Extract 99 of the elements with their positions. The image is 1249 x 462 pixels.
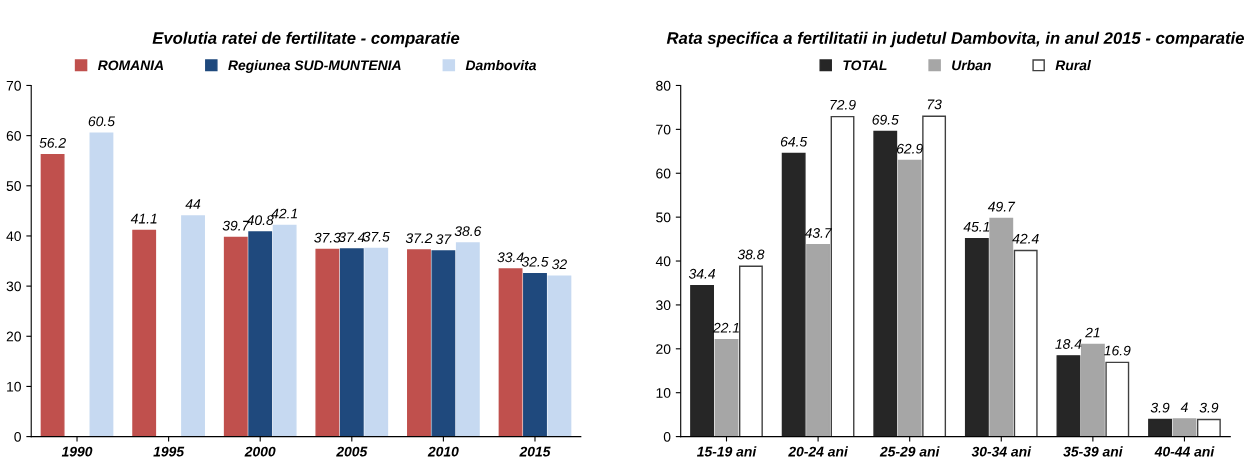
bar [830, 115, 855, 437]
data-label: 37.3 [314, 232, 341, 243]
bar [407, 249, 431, 437]
legend-label: Urban [952, 60, 991, 71]
data-label: 72.9 [830, 99, 856, 110]
bar [781, 152, 806, 437]
bar [455, 242, 480, 437]
bar [690, 284, 715, 437]
bar [1013, 249, 1038, 437]
bar [989, 217, 1014, 437]
y-tick-label: 40 [655, 256, 671, 267]
legend-label: TOTAL [843, 60, 887, 71]
bar [364, 247, 389, 437]
y-tick-label: 50 [656, 212, 671, 223]
bar [315, 248, 340, 437]
bar [714, 338, 739, 437]
bar [873, 130, 898, 437]
bar [523, 272, 547, 437]
bar [806, 244, 831, 437]
chart-title: Evolutia ratei de fertilitate - comparatie [152, 31, 460, 48]
y-tick-label: 70 [656, 124, 671, 135]
legend-label: Rural [1055, 60, 1092, 71]
bar [1172, 418, 1197, 437]
data-label: 34.4 [688, 268, 716, 279]
x-tick-label: 40-44 ani [1154, 446, 1215, 457]
x-tick-label: 35-39 ani [1063, 446, 1123, 457]
chart-title: Rata specifica a fertilitatii in judetul Dambovita, in anul 2015 - comparatie [666, 31, 1245, 48]
bar [738, 265, 763, 437]
data-label: 32.5 [521, 256, 549, 267]
data-label: 49.7 [987, 201, 1016, 212]
y-tick-label: 80 [656, 80, 671, 91]
data-label: 73 [927, 99, 942, 110]
data-label: 45.1 [963, 222, 990, 232]
bar [922, 115, 947, 437]
data-label: 3.9 [1199, 402, 1219, 413]
y-tick-label: 60 [6, 130, 21, 141]
data-label: 4 [1180, 402, 1188, 412]
data-label: 37 [436, 234, 452, 245]
legend-label: Regiunea SUD-MUNTENIA [228, 60, 401, 73]
y-tick-label: 60 [656, 168, 671, 179]
bar [1196, 418, 1221, 437]
data-label: 37.2 [405, 233, 433, 244]
data-label: 37.5 [363, 231, 390, 242]
bar [547, 275, 572, 437]
y-tick-label: 20 [656, 344, 671, 354]
data-label: 32 [552, 259, 567, 270]
x-tick-label: 1990 [61, 446, 93, 457]
y-tick-label: 10 [7, 381, 21, 392]
bar [181, 215, 205, 437]
bar [223, 236, 248, 437]
data-label: 38.8 [737, 249, 765, 260]
bar [1056, 355, 1081, 437]
bar [1148, 418, 1172, 437]
data-label: 18.4 [1055, 339, 1082, 349]
x-tick-label: 2010 [427, 446, 459, 457]
data-label: 21 [1085, 327, 1100, 338]
bar [339, 248, 364, 437]
x-tick-label: 25-29 ani [879, 446, 940, 457]
bar [248, 231, 273, 437]
x-tick-label: 2005 [336, 446, 368, 457]
y-tick-label: 10 [656, 388, 671, 398]
y-tick-label: 0 [663, 431, 671, 442]
y-tick-label: 70 [6, 80, 21, 91]
data-label: 64.5 [780, 136, 808, 147]
bar [132, 229, 157, 437]
data-label: 33.4 [497, 252, 524, 263]
data-label: 60.5 [88, 116, 115, 127]
legend-label: ROMANIA [97, 60, 164, 71]
data-label: 44 [185, 199, 201, 209]
y-tick-label: 30 [656, 300, 671, 311]
data-label: 38.6 [454, 226, 482, 237]
bar [89, 132, 114, 437]
data-label: 37.4 [338, 232, 365, 243]
data-label: 41.1 [130, 213, 157, 224]
legend-label: Dambovita [465, 60, 537, 71]
bar [40, 153, 65, 437]
data-label: 42.4 [1012, 233, 1039, 244]
data-label: 16.9 [1104, 345, 1131, 356]
x-tick-label: 30-34 ani [971, 446, 1032, 457]
bar [897, 159, 922, 437]
y-tick-label: 40 [6, 231, 21, 242]
x-tick-label: 15-19 ani [697, 446, 757, 457]
data-label: 69.5 [872, 114, 899, 125]
x-tick-label: 2000 [244, 446, 276, 457]
bar [1105, 361, 1130, 437]
bar [964, 237, 989, 437]
y-tick-label: 0 [14, 431, 21, 442]
x-tick-label: 1995 [153, 446, 185, 457]
x-tick-label: 20-24 ani [788, 446, 849, 457]
data-label: 3.9 [1150, 402, 1170, 413]
y-tick-label: 50 [6, 181, 21, 191]
bar [272, 224, 297, 437]
y-tick-label: 30 [6, 281, 21, 292]
bar [1080, 343, 1105, 437]
bar [431, 250, 456, 437]
data-label: 56.2 [39, 137, 66, 148]
x-tick-label: 2015 [519, 446, 551, 457]
bar [498, 268, 523, 437]
y-tick-label: 20 [6, 331, 21, 342]
